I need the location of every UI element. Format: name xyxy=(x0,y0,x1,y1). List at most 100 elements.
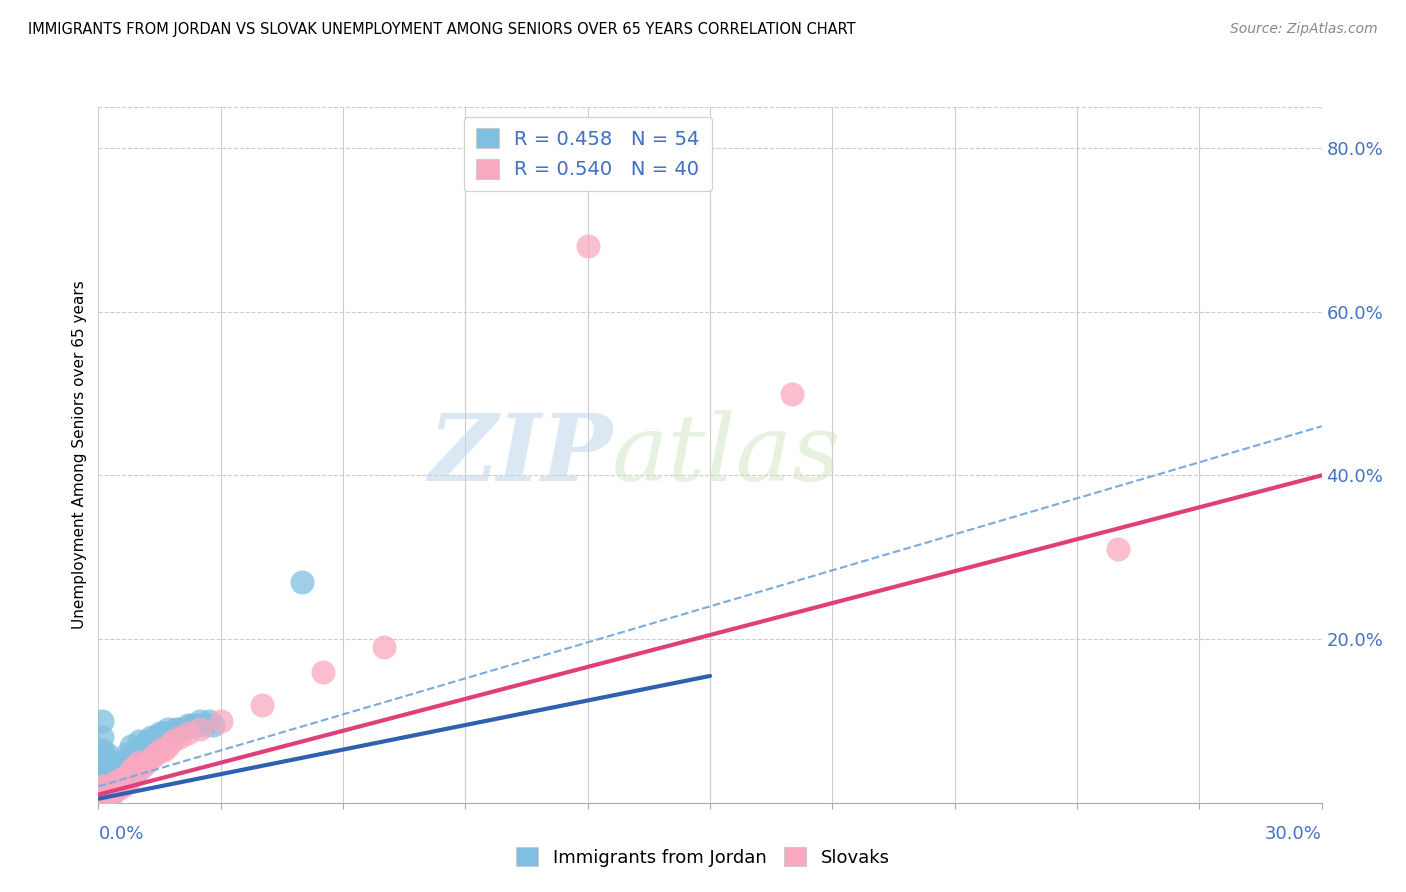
Y-axis label: Unemployment Among Seniors over 65 years: Unemployment Among Seniors over 65 years xyxy=(72,281,87,629)
Point xyxy=(111,771,134,785)
Point xyxy=(128,742,150,756)
Point xyxy=(576,239,599,253)
Point xyxy=(169,722,191,736)
Text: Source: ZipAtlas.com: Source: ZipAtlas.com xyxy=(1230,22,1378,37)
Point xyxy=(100,771,122,785)
Point xyxy=(100,755,122,769)
Point xyxy=(91,742,114,756)
Point xyxy=(115,771,138,785)
Point xyxy=(193,718,215,732)
Point xyxy=(91,714,114,728)
Point xyxy=(128,755,150,769)
Point xyxy=(96,791,118,805)
Text: ZIP: ZIP xyxy=(427,410,612,500)
Point xyxy=(152,726,174,740)
Point xyxy=(91,767,114,781)
Point xyxy=(141,751,163,765)
Point xyxy=(120,755,142,769)
Point xyxy=(169,731,191,745)
Point xyxy=(209,714,232,728)
Point xyxy=(96,763,118,777)
Point xyxy=(115,747,138,761)
Point xyxy=(91,788,114,802)
Text: 30.0%: 30.0% xyxy=(1265,825,1322,843)
Point xyxy=(132,739,155,753)
Point xyxy=(136,734,159,748)
Point xyxy=(96,788,118,802)
Point xyxy=(100,763,122,777)
Point xyxy=(188,722,212,736)
Point xyxy=(149,742,172,756)
Point xyxy=(111,755,134,769)
Point xyxy=(201,718,224,732)
Point xyxy=(780,386,803,401)
Legend: Immigrants from Jordan, Slovaks: Immigrants from Jordan, Slovaks xyxy=(509,840,897,874)
Text: IMMIGRANTS FROM JORDAN VS SLOVAK UNEMPLOYMENT AMONG SENIORS OVER 65 YEARS CORREL: IMMIGRANTS FROM JORDAN VS SLOVAK UNEMPLO… xyxy=(28,22,856,37)
Point xyxy=(145,747,167,761)
Point xyxy=(152,742,174,756)
Point xyxy=(124,759,146,773)
Point xyxy=(100,788,122,802)
Point xyxy=(250,698,273,712)
Point xyxy=(108,771,131,785)
Point xyxy=(111,771,134,785)
Point xyxy=(108,763,131,777)
Point xyxy=(149,726,172,740)
Point xyxy=(108,780,131,795)
Point xyxy=(124,767,146,781)
Point xyxy=(177,726,200,740)
Point xyxy=(120,771,142,785)
Point xyxy=(156,739,179,753)
Point xyxy=(156,722,179,736)
Point xyxy=(120,739,142,753)
Point xyxy=(145,731,167,745)
Point xyxy=(120,763,142,777)
Point xyxy=(128,734,150,748)
Point xyxy=(91,788,114,802)
Point xyxy=(96,747,118,761)
Point xyxy=(188,714,212,728)
Point xyxy=(91,759,114,773)
Point xyxy=(186,718,208,732)
Point xyxy=(96,783,118,797)
Point xyxy=(104,775,127,789)
Point xyxy=(104,783,127,797)
Point xyxy=(160,726,183,740)
Point xyxy=(91,783,114,797)
Point xyxy=(160,734,183,748)
Point xyxy=(124,747,146,761)
Point xyxy=(291,574,314,589)
Point xyxy=(100,786,122,800)
Point xyxy=(91,775,114,789)
Point xyxy=(197,714,219,728)
Text: 0.0%: 0.0% xyxy=(98,825,143,843)
Point xyxy=(111,780,134,794)
Point xyxy=(104,775,127,789)
Point xyxy=(108,772,131,787)
Point xyxy=(104,759,127,773)
Point xyxy=(91,731,114,745)
Point xyxy=(177,718,200,732)
Point xyxy=(173,722,195,736)
Point xyxy=(104,767,127,781)
Point xyxy=(181,718,204,732)
Point xyxy=(91,791,114,805)
Point xyxy=(100,780,122,794)
Point xyxy=(96,780,118,794)
Point xyxy=(136,755,159,769)
Point xyxy=(96,775,118,789)
Point xyxy=(165,722,187,736)
Point xyxy=(132,759,155,773)
Point xyxy=(96,783,118,797)
Point xyxy=(141,731,163,745)
Point xyxy=(96,788,118,802)
Point xyxy=(373,640,395,655)
Point xyxy=(115,775,138,789)
Point xyxy=(100,780,122,795)
Legend: R = 0.458   N = 54, R = 0.540   N = 40: R = 0.458 N = 54, R = 0.540 N = 40 xyxy=(464,117,711,191)
Point xyxy=(115,763,138,777)
Point xyxy=(128,763,150,777)
Text: atlas: atlas xyxy=(612,410,842,500)
Point xyxy=(312,665,335,679)
Point xyxy=(96,771,118,785)
